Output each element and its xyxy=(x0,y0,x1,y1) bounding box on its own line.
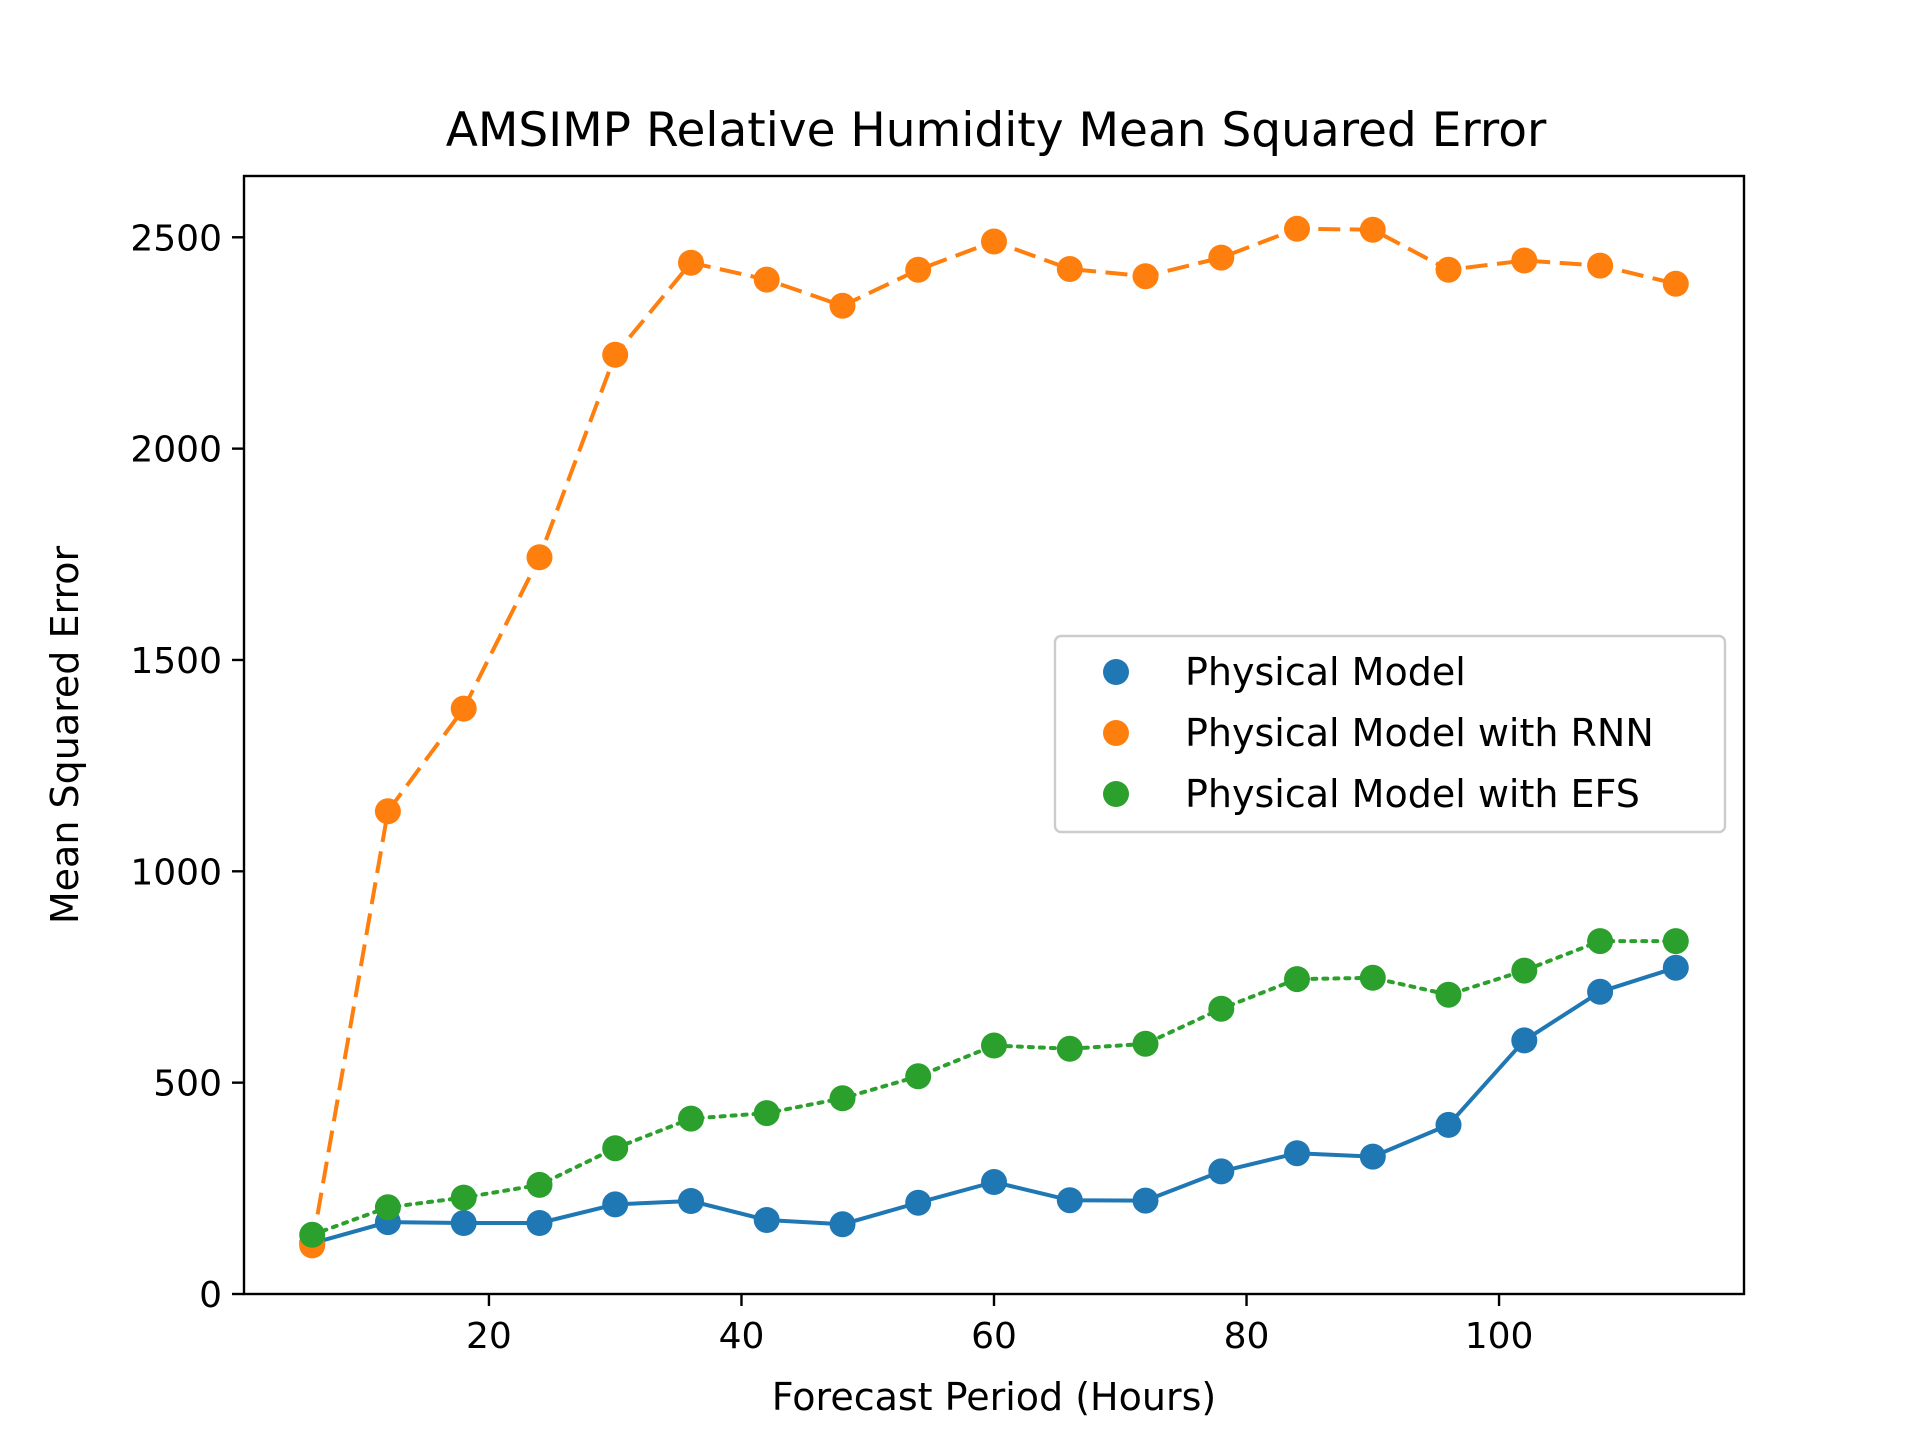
legend-label: Physical Model with RNN xyxy=(1185,711,1654,755)
series-3-point xyxy=(602,1135,629,1162)
series-1-point xyxy=(829,1211,856,1238)
series-2-point xyxy=(526,544,553,571)
series-3-point xyxy=(981,1032,1007,1059)
series-1-point xyxy=(1056,1187,1083,1214)
series-2-point xyxy=(905,256,932,283)
series-1-point xyxy=(526,1210,553,1236)
x-tick-label: 40 xyxy=(719,1316,765,1357)
series-3-point xyxy=(753,1100,780,1127)
legend-label: Physical Model xyxy=(1185,650,1466,694)
series-3-point xyxy=(1208,995,1235,1022)
x-tick-label: 20 xyxy=(466,1316,512,1357)
series-3-point xyxy=(829,1085,856,1112)
series-3-point xyxy=(1587,928,1614,955)
x-axis-label: Forecast Period (Hours) xyxy=(772,1375,1216,1419)
series-2 xyxy=(299,215,1689,1259)
series-2-point xyxy=(678,249,704,276)
series-1-point xyxy=(1359,1143,1386,1170)
x-axis: 20 40 60 80 100 xyxy=(466,1294,1533,1357)
series-3-point xyxy=(1511,957,1538,984)
series-1-point xyxy=(981,1169,1007,1195)
series-1-point xyxy=(450,1210,477,1236)
legend-marker xyxy=(1103,659,1129,685)
legend-marker xyxy=(1103,720,1129,746)
series-1-point xyxy=(1208,1158,1235,1185)
x-tick-label: 80 xyxy=(1224,1316,1270,1357)
series-2-point xyxy=(1208,244,1235,271)
legend-label: Physical Model with EFS xyxy=(1185,772,1640,816)
series-2-point xyxy=(1662,270,1689,297)
series-1-point xyxy=(1662,954,1689,981)
series-3-point xyxy=(450,1184,477,1211)
series-3-point xyxy=(678,1105,704,1132)
y-tick-label: 500 xyxy=(153,1064,222,1105)
series-2-point xyxy=(450,695,477,722)
y-axis-label: Mean Squared Error xyxy=(43,546,87,925)
y-tick-label: 2500 xyxy=(130,218,222,259)
series-3-point xyxy=(374,1194,401,1221)
series-3-point xyxy=(1056,1035,1083,1062)
series-2-point xyxy=(602,341,629,368)
series-1-point xyxy=(1132,1187,1159,1214)
series-2-point xyxy=(1359,216,1386,243)
series-1-point xyxy=(753,1207,780,1233)
series-1-point xyxy=(602,1191,629,1218)
series-3-point xyxy=(1284,966,1310,993)
legend-frame xyxy=(1053,634,1727,834)
series-3-point xyxy=(1132,1030,1159,1057)
series-2-point xyxy=(981,228,1007,255)
x-tick-label: 60 xyxy=(971,1316,1017,1357)
legend-marker xyxy=(1103,781,1129,807)
series-2-point xyxy=(829,292,856,319)
legend: Physical Model Physical Model with RNN Phy… xyxy=(1053,634,1727,834)
y-axis: 0 500 1000 1500 2000 2500 xyxy=(130,218,244,1316)
y-tick-label: 1000 xyxy=(130,852,222,893)
series-2-point xyxy=(1132,263,1159,290)
series-3-point xyxy=(526,1171,553,1198)
series-2-point xyxy=(753,266,780,293)
series-1-point xyxy=(1284,1140,1310,1167)
series-2-point xyxy=(1587,252,1614,279)
series-2-point xyxy=(1284,215,1310,242)
y-tick-label: 1500 xyxy=(130,641,222,682)
series-2-point xyxy=(1056,256,1083,282)
series-3-point xyxy=(905,1063,932,1090)
x-tick-label: 100 xyxy=(1465,1316,1534,1357)
y-tick-label: 2000 xyxy=(130,430,222,471)
series-1-point xyxy=(905,1189,932,1216)
series-2-point xyxy=(374,798,401,825)
series-3-point xyxy=(1662,928,1689,955)
series-3-point xyxy=(299,1221,326,1248)
series-1-point xyxy=(1511,1027,1538,1054)
y-tick-label: 0 xyxy=(199,1275,222,1316)
series-3-point xyxy=(1359,964,1386,991)
chart-title: AMSIMP Relative Humidity Mean Squared Er… xyxy=(446,103,1547,158)
series-1-point xyxy=(678,1188,704,1214)
series-2-point xyxy=(1435,256,1462,283)
series-1-point xyxy=(1587,978,1614,1005)
series-3-point xyxy=(1435,981,1462,1008)
series-2-point xyxy=(1511,247,1538,274)
series-1-point xyxy=(1435,1111,1462,1138)
series-layer xyxy=(299,215,1689,1259)
series-3 xyxy=(299,928,1689,1248)
